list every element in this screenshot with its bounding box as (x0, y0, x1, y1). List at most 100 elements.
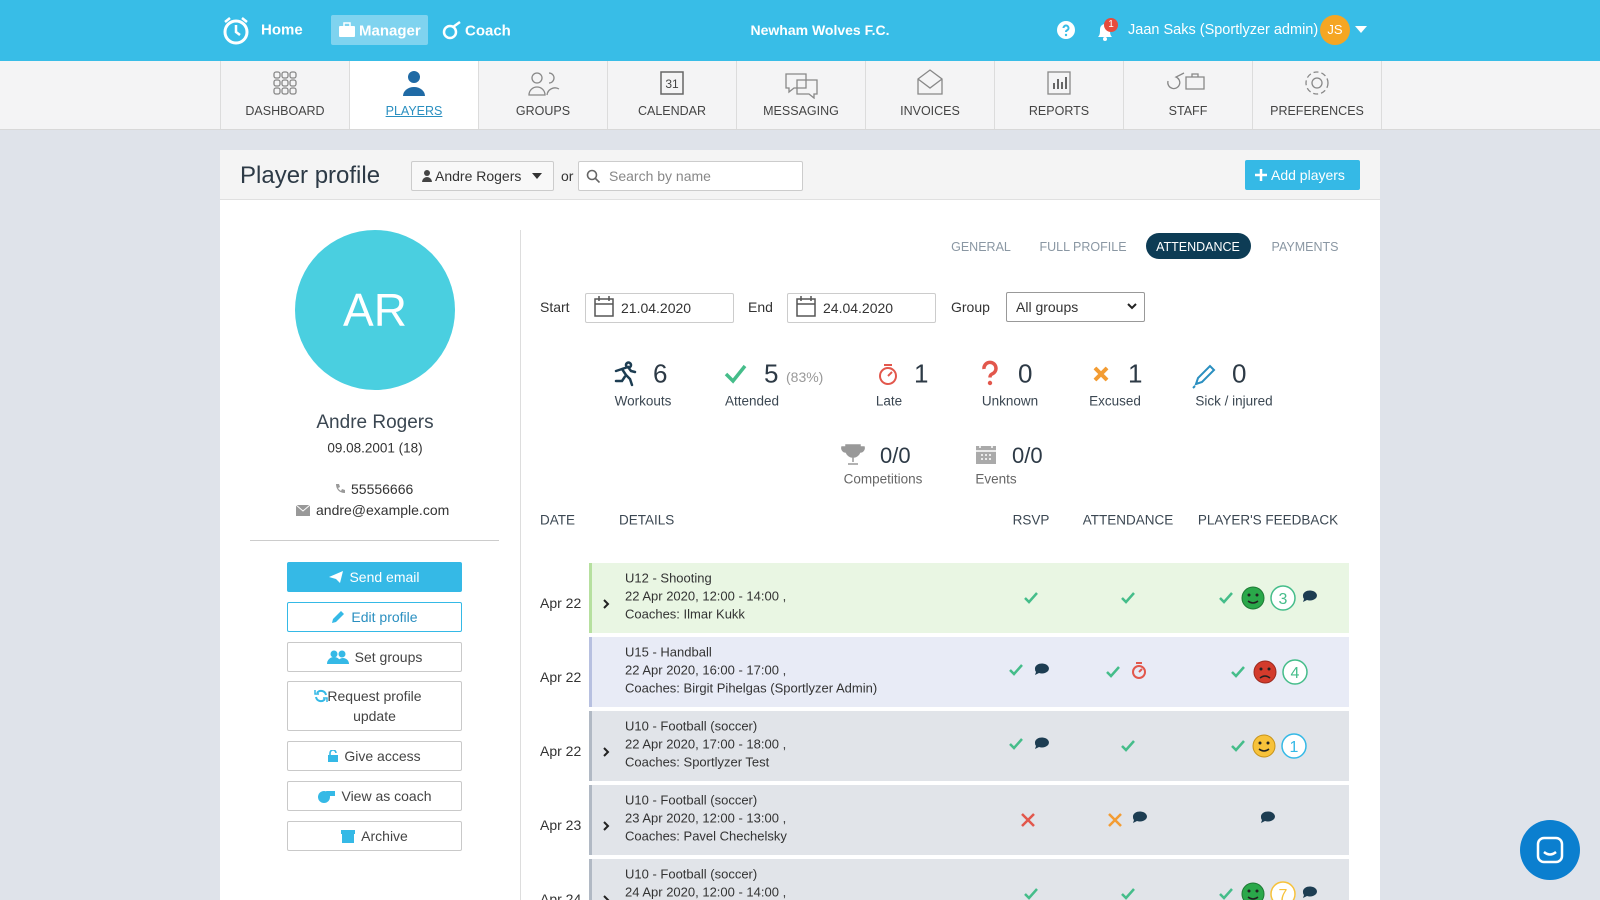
nav-label[interactable]: CALENDAR (637, 104, 707, 118)
set-groups-label[interactable]: Set groups (354, 649, 423, 665)
icon-part (273, 87, 281, 95)
attendance-row[interactable] (589, 637, 1349, 707)
workouts-icon (614, 361, 637, 387)
notification-badge: 1 (1104, 18, 1118, 32)
secondary-stat-value: 0/0 (1012, 443, 1043, 468)
tab-general[interactable]: GENERAL (951, 240, 1011, 254)
nav-label[interactable]: REPORTS (1028, 104, 1090, 118)
group-value[interactable]: All groups (1016, 299, 1079, 315)
end-date[interactable]: 24.04.2020 (823, 300, 894, 316)
icon-part (1311, 77, 1323, 89)
stat-label: Attended (724, 393, 780, 409)
coach-link[interactable]: Coach (465, 22, 511, 40)
send-email-button[interactable]: Send email (287, 562, 462, 592)
help-icon[interactable] (1057, 21, 1075, 39)
tab-full-profile[interactable]: FULL PROFILE (1039, 240, 1127, 254)
icon-part (785, 73, 818, 99)
nav-label[interactable]: PREFERENCES (1270, 104, 1364, 118)
group-label: Group (951, 299, 990, 315)
start-date-input[interactable] (585, 293, 734, 323)
late-icon (1132, 665, 1146, 679)
stat-label: Workouts (614, 393, 672, 409)
manager-label[interactable]: Manager (359, 22, 421, 40)
edit-icon (332, 611, 345, 623)
late-icon (879, 367, 897, 385)
view-as-coach-button[interactable]: View as coach (287, 781, 462, 811)
give-access-button[interactable]: Give access (287, 741, 462, 771)
nav-item[interactable]: DASHBOARD (220, 61, 349, 129)
edit-profile-label[interactable]: Edit profile (351, 609, 418, 625)
row-title: U12 - Shooting (625, 570, 712, 586)
icon-part (528, 72, 560, 96)
stat-value: 1 (914, 358, 929, 389)
refresh-icon (314, 689, 328, 703)
user-name[interactable]: Jaan Saks (Sportlyzer admin) (1128, 22, 1319, 38)
group-caret (1127, 303, 1137, 310)
attendance-row[interactable] (589, 711, 1349, 781)
request-update-label[interactable]: Request profile update (327, 688, 422, 724)
nav-label[interactable]: PLAYERS (385, 104, 443, 118)
set-groups-button[interactable]: Set groups (287, 642, 462, 672)
request-update-button[interactable]: Request profile update (287, 681, 462, 731)
nav-item[interactable]: PREFERENCES (1252, 61, 1382, 129)
nav-item[interactable]: REPORTS (994, 61, 1123, 129)
late-icon-hand (884, 364, 893, 377)
attendance-row[interactable] (589, 785, 1349, 855)
tab-attendance[interactable]: ATTENDANCE (1156, 240, 1240, 254)
edit-profile-button[interactable]: Edit profile (287, 602, 462, 632)
nav-label[interactable]: GROUPS (515, 104, 571, 118)
add-players-label[interactable]: Add players (1271, 167, 1345, 183)
tab-payments[interactable]: PAYMENTS (1271, 240, 1339, 254)
cross-icon (1108, 813, 1122, 827)
view-as-coach-label[interactable]: View as coach (341, 788, 432, 804)
player-select[interactable] (411, 161, 554, 191)
home-link[interactable]: Home (261, 21, 303, 39)
chat-launcher[interactable] (1520, 820, 1580, 880)
check-icon (1219, 888, 1233, 900)
nav-item[interactable]: INVOICES (865, 61, 994, 129)
nav-item[interactable]: PLAYERS (349, 61, 478, 129)
column-header: PLAYER'S FEEDBACK (1197, 512, 1339, 528)
cross-icon (1093, 366, 1109, 382)
nav-label[interactable]: STAFF (1168, 104, 1208, 118)
stat-share: (83%) (786, 369, 824, 385)
attendance-row[interactable] (589, 563, 1349, 633)
tab-attendance-pill[interactable] (1146, 233, 1251, 259)
nav-label[interactable]: INVOICES (900, 104, 960, 118)
stat-label: Sick / injured (1195, 393, 1273, 409)
start-date[interactable]: 21.04.2020 (621, 300, 692, 316)
search-box[interactable] (578, 161, 803, 191)
cross-icon (1021, 813, 1035, 827)
attendance-row[interactable] (589, 859, 1349, 900)
user-menu-caret[interactable] (1355, 26, 1367, 34)
row-coaches: Coaches: Pavel Chechelsky (625, 828, 787, 844)
row-time: 22 Apr 2020, 17:00 - 18:00 , (625, 736, 787, 752)
user-avatar[interactable]: JS (1320, 15, 1350, 45)
nav-item[interactable]: MESSAGING (736, 61, 865, 129)
nav-item[interactable]: GROUPS (478, 61, 607, 129)
player-icon (422, 170, 432, 182)
nav-icon: 31 (660, 71, 684, 95)
nav-item[interactable]: STAFF (1123, 61, 1252, 129)
group-select[interactable] (1006, 292, 1145, 322)
nav-label[interactable]: MESSAGING (763, 104, 839, 118)
row-time: 22 Apr 2020, 16:00 - 17:00 , (625, 662, 787, 678)
player-select-label[interactable]: Andre Rogers (435, 168, 522, 184)
end-date-input[interactable] (787, 293, 936, 323)
secondary-stat-label: Events (975, 471, 1017, 487)
archive-label[interactable]: Archive (361, 828, 408, 844)
smiley-eye (1255, 593, 1259, 597)
nav-label[interactable]: DASHBOARD (245, 104, 325, 118)
attended-icon (724, 364, 747, 384)
send-email-label[interactable]: Send email (349, 569, 420, 585)
home-icon[interactable] (220, 14, 252, 46)
give-access-label[interactable]: Give access (344, 748, 421, 764)
row-title: U10 - Football (soccer) (625, 718, 758, 734)
check-icon (1231, 740, 1245, 752)
row-date: Apr 22 (540, 669, 582, 685)
archive-button[interactable]: Archive (287, 821, 462, 851)
icon-part (917, 69, 943, 95)
coach-icon[interactable] (442, 20, 462, 40)
feedback-score-ring (1282, 659, 1308, 685)
nav-item[interactable]: 31 CALENDAR (607, 61, 736, 129)
